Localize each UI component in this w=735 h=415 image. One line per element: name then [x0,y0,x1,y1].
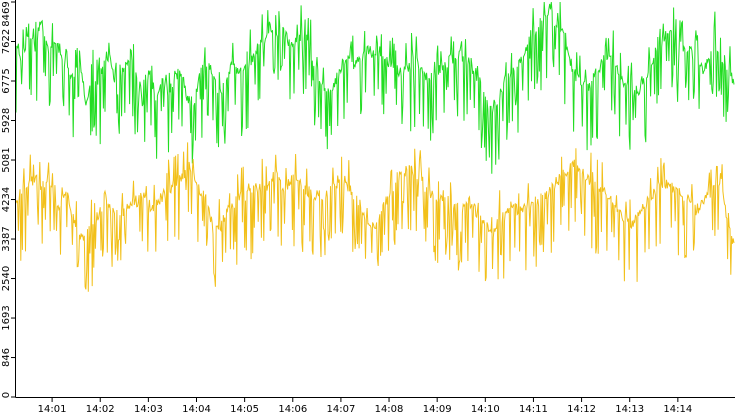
x-tick-label: 14:14 [663,404,692,415]
x-tick-label: 14:05 [230,404,259,415]
y-tick-label: 8469 [1,1,12,26]
x-tick-label: 14:07 [326,404,355,415]
x-tick-label: 14:11 [519,404,548,415]
y-tick-label: 6775 [1,68,12,93]
x-axis-ticks: 14:01 14:02 14:03 14:04 14:05 14:06 14:07 14:08… [38,397,692,415]
y-tick-label: 0 [1,392,12,398]
x-tick-label: 14:01 [38,404,67,415]
x-tick-label: 14:10 [471,404,500,415]
y-tick-label: 1693 [1,305,12,330]
y-tick-label: 7622 [1,29,12,54]
x-tick-label: 14:06 [278,404,307,415]
y-tick-label: 5081 [1,147,12,172]
y-tick-label: 4234 [1,187,12,212]
x-tick-label: 14:04 [182,404,211,415]
x-tick-label: 14:08 [375,404,404,415]
y-tick-label: 5928 [1,108,12,133]
x-tick-label: 14:03 [134,404,163,415]
x-tick-label: 14:09 [423,404,452,415]
x-tick-label: 14:02 [86,404,115,415]
y-tick-label: 846 [1,348,12,367]
y-tick-label: 2540 [1,266,12,291]
series-line-1 [15,1,735,174]
series-layer [15,1,735,292]
x-tick-label: 14:12 [567,404,596,415]
axes-layer [15,0,735,398]
y-axis-ticks: 0 846 1693 2540 3387 4234 5081 5928 6775 7622 8469 [1,1,16,398]
series-line-2 [15,142,735,292]
y-tick-label: 3387 [1,226,12,251]
x-tick-label: 14:13 [615,404,644,415]
